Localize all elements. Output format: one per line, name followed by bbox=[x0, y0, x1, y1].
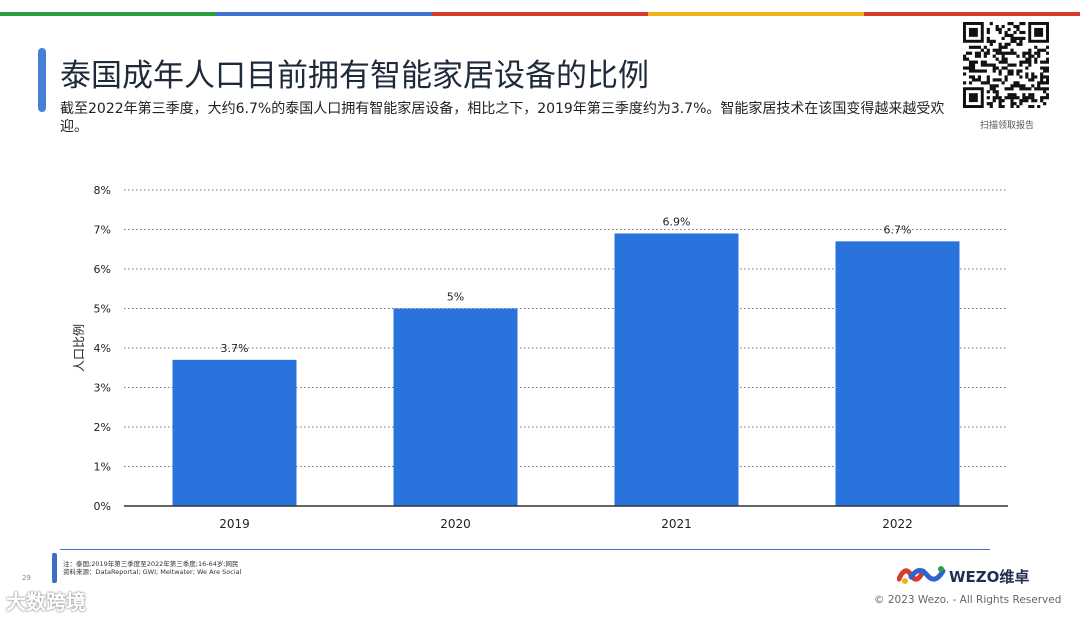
bar-2020 bbox=[393, 308, 518, 506]
y-tick-label: 7% bbox=[94, 224, 111, 237]
logo-text: WEZO维卓 bbox=[949, 568, 1030, 586]
chart-data-labels: 3.7% 5% 6.9% 6.7% bbox=[221, 215, 912, 354]
qr-caption: 扫描领取报告 bbox=[979, 121, 1034, 131]
bar-2022 bbox=[835, 241, 960, 506]
page-subtitle: 截至2022年第三季度，大约6.7%的泰国人口拥有智能家居设备，相比之下，201… bbox=[60, 101, 945, 135]
bar-2019 bbox=[172, 359, 297, 506]
accent-segment-red-2 bbox=[864, 12, 1080, 16]
accent-segment-green bbox=[0, 12, 216, 16]
x-tick-label: 2019 bbox=[219, 517, 250, 531]
x-tick-label: 2021 bbox=[661, 517, 692, 531]
x-tick-label: 2022 bbox=[882, 517, 913, 531]
y-tick-label: 2% bbox=[94, 421, 111, 434]
y-axis-label: 人口比例 bbox=[72, 324, 86, 372]
accent-segment-red bbox=[432, 12, 648, 16]
y-tick-label: 5% bbox=[94, 303, 111, 316]
bar-2021 bbox=[614, 233, 739, 506]
footer-notes: 注：泰国;2019年第三季度至2022年第三季度;16-64岁;网民 资料来源：… bbox=[63, 560, 241, 576]
y-tick-label: 0% bbox=[94, 500, 111, 513]
y-tick-label: 1% bbox=[94, 461, 111, 474]
data-label: 6.9% bbox=[663, 215, 691, 228]
footer-accent-bar bbox=[52, 553, 57, 583]
wezo-logo-icon bbox=[897, 566, 946, 584]
accent-segment-yellow bbox=[648, 12, 864, 16]
footer-note: 注：泰国;2019年第三季度至2022年第三季度;16-64岁;网民 bbox=[63, 560, 239, 568]
chart-y-ticks: 0% 1% 2% 3% 4% 5% 6% 7% 8% bbox=[94, 184, 111, 513]
y-tick-label: 3% bbox=[94, 382, 111, 395]
chart-x-ticks: 2019 2020 2021 2022 bbox=[219, 517, 913, 531]
qr-code-icon[interactable] bbox=[963, 22, 1049, 108]
data-label: 3.7% bbox=[221, 342, 249, 355]
data-label: 5% bbox=[447, 291, 464, 304]
accent-segment-blue bbox=[216, 12, 432, 16]
footer-divider bbox=[60, 549, 990, 550]
copyright: © 2023 Wezo. - All Rights Reserved bbox=[874, 594, 1062, 606]
page-title: 泰国成年人口目前拥有智能家居设备的比例 bbox=[60, 58, 649, 94]
title-accent-bar bbox=[38, 48, 46, 112]
data-label: 6.7% bbox=[884, 223, 912, 236]
x-tick-label: 2020 bbox=[440, 517, 471, 531]
y-tick-label: 8% bbox=[94, 184, 111, 197]
page-number: 29 bbox=[22, 574, 31, 582]
y-tick-label: 6% bbox=[94, 263, 111, 276]
brand-watermark: 大数跨境 bbox=[6, 590, 86, 614]
bar-chart: ZO 3.7%5%6.9%6.7% 0%1%2%3%4%5%6%7%8% 201… bbox=[72, 184, 1008, 531]
top-accent-bar bbox=[0, 12, 1080, 16]
y-tick-label: 4% bbox=[94, 342, 111, 355]
chart-bars bbox=[172, 233, 960, 506]
footer-source: 资料来源：DataReportal; GWI; Meltwater; We Ar… bbox=[63, 568, 242, 576]
